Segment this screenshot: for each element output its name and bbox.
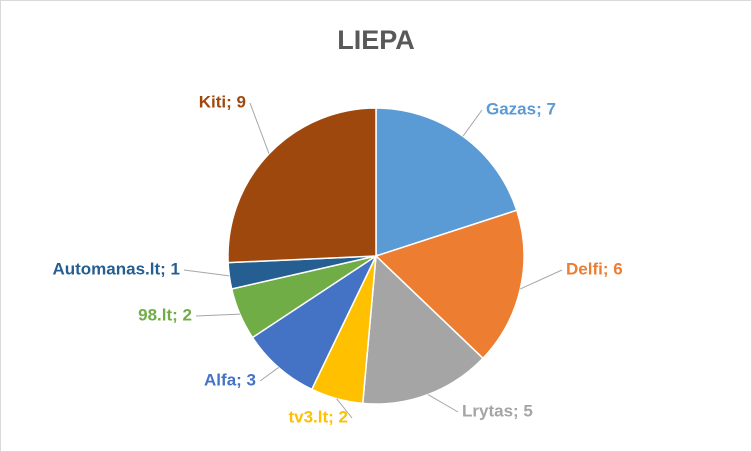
leader-line <box>195 313 240 317</box>
leader-line <box>427 394 459 413</box>
data-label: 98.lt; 2 <box>138 305 192 324</box>
leader-line <box>336 398 353 419</box>
leader-line <box>462 109 483 137</box>
pie-slice <box>361 254 485 405</box>
data-label: Gazas; 7 <box>486 99 556 118</box>
data-label: Lrytas; 5 <box>462 401 533 420</box>
leader-line <box>520 269 563 290</box>
chart-title: LIEPA <box>337 25 415 55</box>
data-label: Alfa; 3 <box>204 370 256 389</box>
pie-slice <box>375 107 518 258</box>
data-label: Automanas.lt; 1 <box>52 259 180 278</box>
data-label: tv3.lt; 2 <box>288 407 348 426</box>
data-label: Kiti; 9 <box>199 92 246 111</box>
leader-line <box>259 367 279 382</box>
leader-line <box>249 102 270 154</box>
data-label: Delfi; 6 <box>566 259 623 278</box>
leader-line <box>183 269 230 277</box>
